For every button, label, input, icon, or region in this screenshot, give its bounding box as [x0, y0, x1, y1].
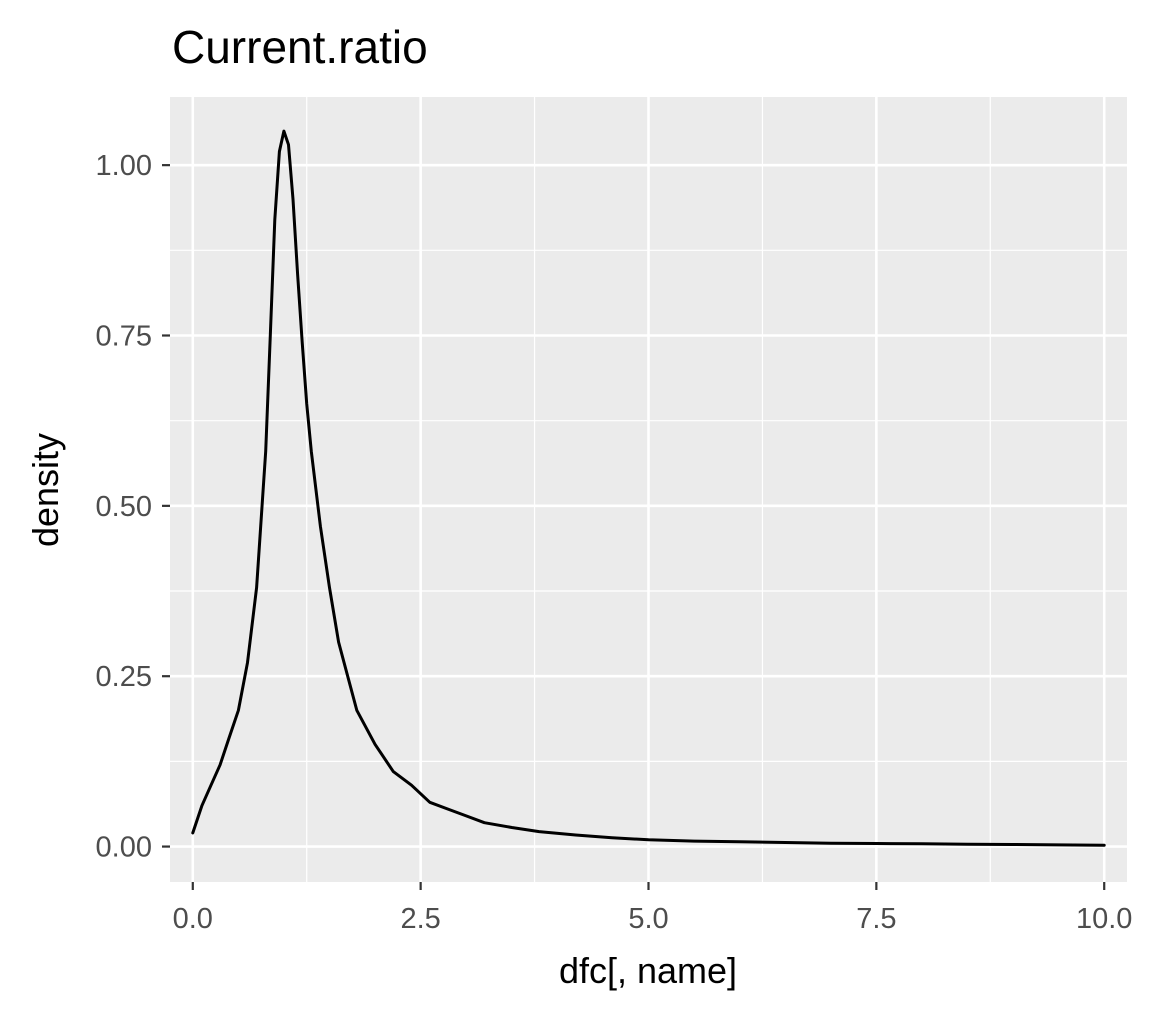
x-tick-label: 5.0 — [628, 903, 668, 935]
y-tick-label: 0.50 — [96, 491, 152, 523]
y-tick-label: 0.25 — [96, 661, 152, 693]
y-axis-title: density — [25, 433, 66, 547]
x-tick-label: 7.5 — [856, 903, 896, 935]
density-line — [191, 129, 1106, 847]
y-tick-label: 0.00 — [96, 832, 152, 864]
density-line-group — [191, 129, 1106, 847]
grid-major — [170, 97, 1127, 882]
y-tick-label: 0.75 — [96, 320, 152, 352]
x-tick-label: 2.5 — [400, 903, 440, 935]
x-tick-label: 0.0 — [173, 903, 213, 935]
x-tick-label: 10.0 — [1076, 903, 1132, 935]
axis-tick-labels: 0.0 2.5 5.0 7.5 10.0 0.00 0.25 0.50 0.75 1.00 — [96, 150, 1133, 935]
y-tick-label: 1.00 — [96, 150, 152, 182]
axis-ticks — [162, 164, 1106, 890]
chart-title: Current.ratio — [172, 21, 428, 73]
x-axis-title: dfc[, name] — [559, 950, 737, 991]
